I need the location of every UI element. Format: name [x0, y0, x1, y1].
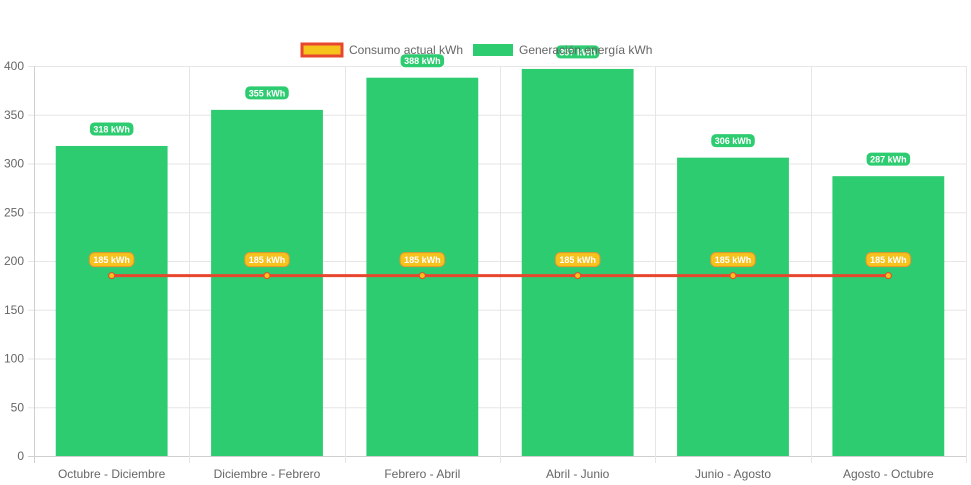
consumption-point-5[interactable] [729, 272, 737, 280]
bar-value-label-2: 355 kWh [244, 85, 290, 101]
y-axis: 0 50 100 150 200 250 300 350 400 [4, 59, 24, 463]
bar-value-label-5: 306 kWh [710, 133, 756, 149]
x-tick-label: Abril - Junio [546, 467, 610, 481]
consumption-point-3[interactable] [418, 272, 426, 280]
consumption-value-label-3: 185 kWh [399, 252, 446, 268]
consumption-value-label-4: 185 kWh [554, 252, 601, 268]
bar-value-label-1: 318 kWh [88, 121, 135, 137]
y-tick-label: 250 [4, 205, 24, 219]
consumption-value-label-2-text: 185 kWh [249, 255, 286, 265]
legend-label-consumo: Consumo actual kWh [349, 43, 463, 57]
bar-value-label-6-bg [865, 151, 912, 167]
y-tick-label: 200 [4, 254, 24, 268]
consumption-value-label-4-text: 185 kWh [559, 255, 596, 265]
x-tick-label: Octubre - Diciembre [58, 467, 166, 481]
bar-value-label-3-text: 388 kWh [404, 56, 441, 66]
x-tick-label: Agosto - Octubre [843, 467, 934, 481]
y-tick-label: 400 [4, 59, 24, 73]
bar-value-label-6-text: 287 kWh [870, 155, 907, 165]
legend-swatch-generacion [473, 44, 513, 56]
bar-value-label-4: 397 kWh [554, 44, 601, 60]
consumption-line [108, 272, 892, 280]
consumption-value-label-6-text: 185 kWh [870, 255, 907, 265]
consumption-value-label-5: 185 kWh [710, 252, 756, 268]
x-tick-label: Diciembre - Febrero [214, 467, 321, 481]
legend[interactable]: Consumo actual kWh Generación energía kWh [300, 42, 652, 58]
y-tick-label: 350 [4, 108, 24, 122]
bar-value-label-2-text: 355 kWh [249, 88, 286, 98]
bar-value-label-2-bg [244, 85, 290, 101]
consumption-value-label-1: 185 kWh [88, 252, 135, 268]
bar-value-label-4-bg [554, 44, 601, 60]
legend-item-consumo[interactable]: Consumo actual kWh [300, 42, 463, 58]
legend-label-generacion: Generación energía kWh [519, 43, 652, 57]
consumption-point-6[interactable] [884, 272, 892, 280]
bar-5[interactable] [677, 157, 789, 456]
data-labels: 318 kWh 355 kWh 388 kWh 397 kWh 306 kWh 287 k… [88, 44, 912, 268]
bar-value-label-5-text: 306 kWh [715, 136, 752, 146]
consumption-value-label-3-text: 185 kWh [404, 255, 441, 265]
bars [55, 68, 945, 457]
consumption-value-label-5-text: 185 kWh [715, 255, 752, 265]
bar-6[interactable] [832, 176, 945, 457]
bar-value-label-6: 287 kWh [865, 151, 912, 167]
grid [28, 66, 967, 463]
y-tick-label: 300 [4, 157, 24, 171]
bar-value-label-4-text: 397 kWh [559, 47, 596, 57]
bar-value-label-5-bg [710, 133, 756, 149]
consumption-value-label-4-bg [554, 252, 601, 268]
bar-2[interactable] [211, 109, 323, 456]
bar-value-label-1-bg [88, 121, 135, 137]
x-axis: Octubre - Diciembre Diciembre - Febrero Fe… [58, 467, 934, 481]
consumption-value-label-5-bg [710, 252, 756, 268]
consumption-value-label-2-bg [244, 252, 290, 268]
consumption-value-label-1-bg [88, 252, 135, 268]
consumption-value-label-2: 185 kWh [244, 252, 290, 268]
consumption-value-label-6-bg [865, 252, 912, 268]
y-tick-label: 0 [17, 449, 24, 463]
consumption-value-label-3-bg [399, 252, 446, 268]
x-tick-label: Junio - Agosto [695, 467, 771, 481]
x-tick-label: Febrero - Abril [384, 467, 460, 481]
legend-swatch-consumo [300, 42, 344, 58]
consumption-point-1[interactable] [108, 272, 116, 280]
bar-value-label-1-text: 318 kWh [93, 124, 130, 134]
y-tick-label: 150 [4, 303, 24, 317]
bar-value-label-3: 388 kWh [399, 53, 446, 69]
consumption-value-label-6: 185 kWh [865, 252, 912, 268]
bar-value-label-3-bg [399, 53, 446, 69]
bar-1[interactable] [55, 145, 168, 456]
y-tick-label: 100 [4, 352, 24, 366]
legend-item-generacion[interactable]: Generación energía kWh [473, 43, 652, 57]
consumption-value-label-1-text: 185 kWh [93, 255, 130, 265]
y-tick-label: 50 [11, 400, 25, 414]
consumption-point-4[interactable] [574, 272, 582, 280]
consumption-point-2[interactable] [263, 272, 271, 280]
